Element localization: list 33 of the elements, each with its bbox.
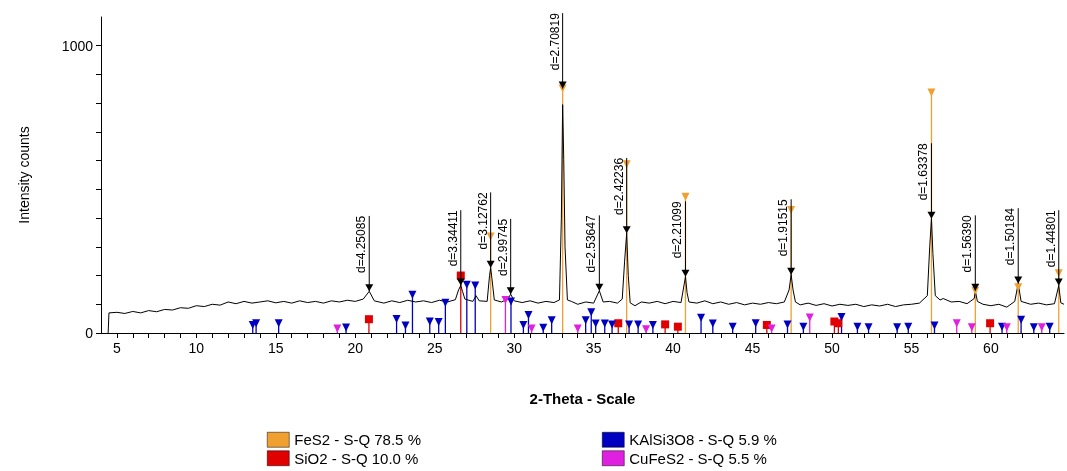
x-tick-label: 20 (347, 340, 364, 356)
annotation: d=2.21099 (670, 200, 685, 259)
legend-label: SiO2 - S-Q 10.0 % (294, 449, 419, 467)
y-tick-label: 0 (85, 325, 94, 341)
annotation: d=1.56390 (960, 215, 975, 273)
x-tick-label: 45 (744, 340, 761, 356)
x-tick-label: 35 (585, 340, 602, 356)
x-tick-label: 5 (112, 340, 121, 356)
x-tick-label: 25 (426, 340, 443, 356)
x-tick-label: 55 (903, 340, 920, 356)
x-tick-label: 50 (824, 340, 840, 356)
annotation: d=1.91515 (776, 198, 791, 257)
legend-label: KAlSi3O8 - S-Q 5.9 % (629, 431, 777, 449)
annotation: d=4.25085 (354, 215, 369, 274)
annotation: d=2.99745 (495, 218, 510, 276)
annotation: d=3.12762 (475, 192, 490, 250)
annotation: d=1.44801 (1043, 209, 1058, 268)
x-tick-label: 15 (268, 340, 284, 356)
x-tick-label: 30 (506, 340, 523, 356)
x-tick-label: 40 (665, 340, 682, 356)
annotation: d=2.53647 (584, 215, 599, 273)
annotation: d=3.34411 (445, 209, 460, 267)
y-axis-title: Intensity counts (16, 126, 32, 224)
annotation: d=1.63378 (916, 142, 931, 201)
x-tick-label: 60 (983, 340, 999, 356)
x-axis-title: 2-Theta - Scale (529, 390, 636, 407)
x-tick-label: 10 (188, 340, 205, 356)
annotation: d=2.70819 (547, 12, 562, 71)
legend-label: CuFeS2 - S-Q 5.5 % (629, 449, 767, 467)
annotation: d=1.50184 (1003, 207, 1018, 266)
y-tick-label: 1000 (61, 37, 94, 54)
legend-label: FeS2 - S-Q 78.5 % (294, 431, 421, 449)
annotation: d=2.42236 (611, 157, 626, 215)
